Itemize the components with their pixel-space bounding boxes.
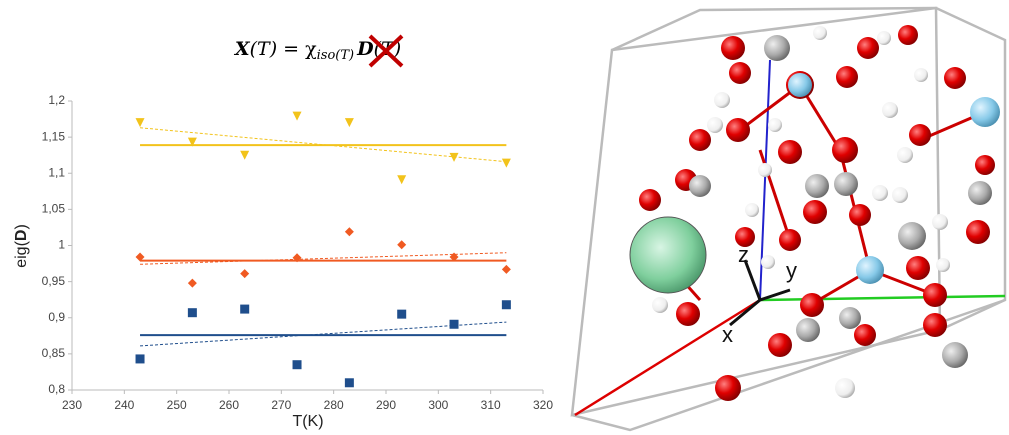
x-tick-label: 310 (481, 398, 501, 412)
marker (501, 264, 511, 274)
axis-letter: z (738, 242, 749, 267)
marker (240, 304, 250, 314)
marker (135, 252, 145, 262)
x-tick-label: 250 (167, 398, 187, 412)
y-tick-label: 1,1 (48, 165, 65, 179)
axis-letter: x (722, 322, 733, 347)
y-tick-label: 1,05 (42, 202, 66, 216)
marker (501, 158, 511, 168)
x-tick-label: 290 (376, 398, 396, 412)
title-part: χ (305, 38, 317, 60)
x-tick-label: 270 (271, 398, 291, 412)
y-tick-label: 1 (58, 238, 65, 252)
marker (397, 309, 407, 319)
y-axis-label: eig(D) (13, 224, 30, 268)
marker (240, 269, 250, 279)
marker (344, 118, 354, 128)
y-label-part: eig( (13, 240, 30, 267)
x-tick-label: 240 (114, 398, 134, 412)
y-tick-label: 0,9 (48, 310, 65, 324)
marker (187, 308, 197, 318)
axis-letter: y (786, 258, 797, 283)
marker (501, 300, 511, 310)
title-part: D (356, 38, 374, 60)
title-part: iso(T) (317, 48, 354, 63)
trend-line (140, 321, 507, 347)
marker (240, 150, 250, 160)
marker (449, 319, 459, 329)
trend-line (140, 252, 507, 265)
trend-line (139, 127, 507, 163)
marker (344, 378, 354, 388)
y-tick-label: 1,15 (42, 129, 66, 143)
marker (292, 111, 302, 121)
structure: z y x (570, 6, 1007, 432)
marker (187, 278, 197, 288)
x-tick-label: 260 (219, 398, 239, 412)
y-tick-label: 0,8 (48, 382, 65, 396)
marker (397, 240, 407, 250)
marker (187, 137, 197, 147)
x-tick-label: 320 (533, 398, 553, 412)
marker (397, 175, 407, 185)
marker (135, 354, 145, 364)
cross-out (368, 34, 404, 68)
marker (135, 118, 145, 128)
x-tick-label: 280 (324, 398, 344, 412)
title-part: X (234, 38, 251, 60)
y-tick-label: 0,95 (42, 274, 66, 288)
x-axis-label: T(K) (292, 413, 323, 430)
y-label-part: ) (13, 224, 30, 229)
y-tick-label: 0,85 (42, 346, 66, 360)
marker (449, 252, 459, 262)
marker (292, 253, 302, 263)
y-tick-label: 1,2 (48, 93, 65, 107)
title-part: (T) (250, 38, 278, 60)
x-tick-label: 300 (428, 398, 448, 412)
title-part: = (277, 38, 305, 60)
x-tick-label: 230 (62, 398, 82, 412)
y-label-part: D (13, 230, 30, 242)
marker (292, 360, 302, 370)
marker (449, 152, 459, 162)
marker (344, 227, 354, 237)
